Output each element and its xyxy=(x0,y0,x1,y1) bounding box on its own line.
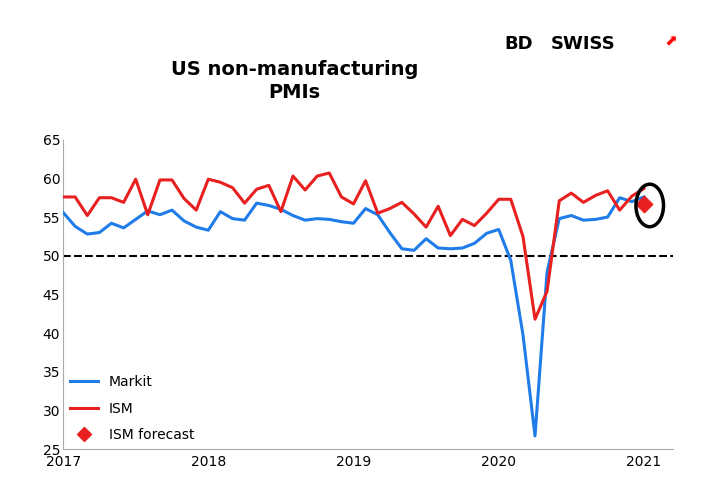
Legend: Markit, ISM, ISM forecast: Markit, ISM, ISM forecast xyxy=(70,375,194,442)
Text: ⬆: ⬆ xyxy=(660,32,679,52)
Text: BD: BD xyxy=(505,35,533,53)
Point xyxy=(639,200,650,208)
Text: US non-manufacturing
PMIs: US non-manufacturing PMIs xyxy=(171,60,418,102)
Text: SWISS: SWISS xyxy=(550,35,615,53)
